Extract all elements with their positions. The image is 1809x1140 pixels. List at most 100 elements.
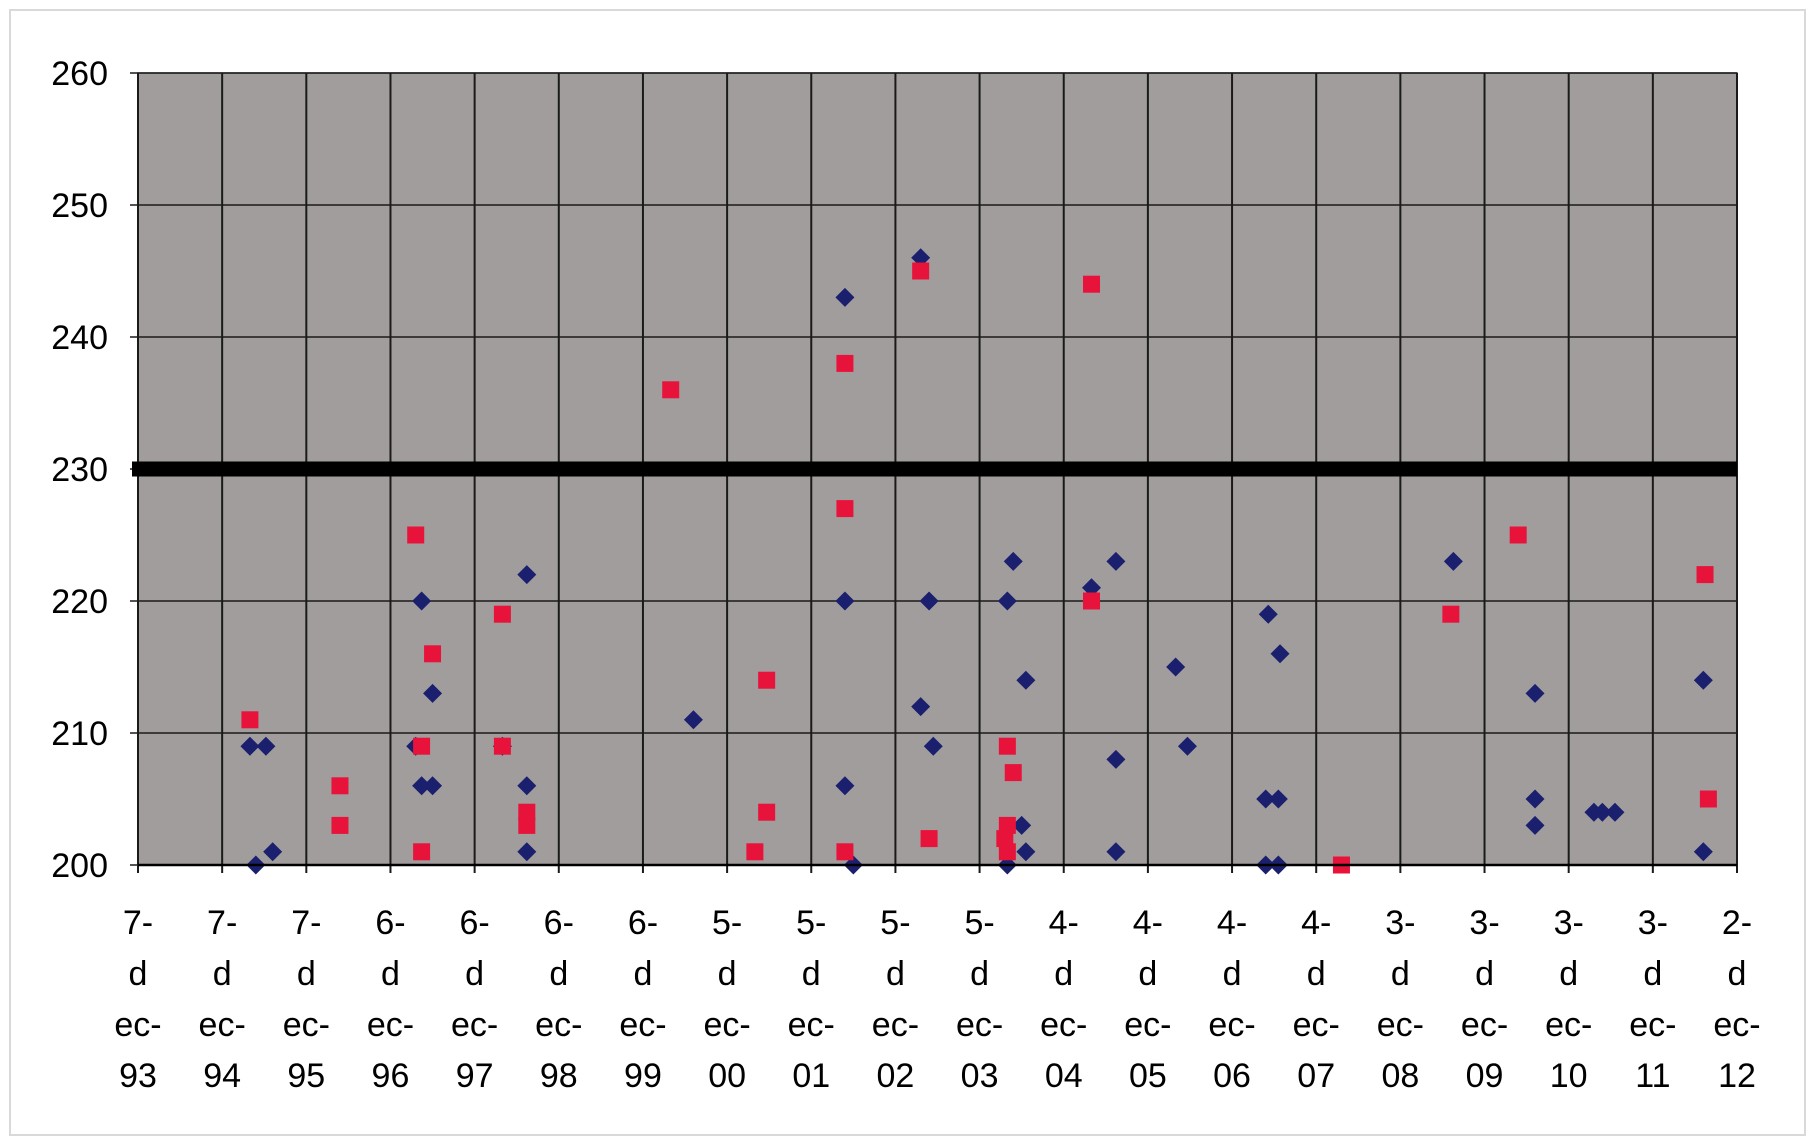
- diamond-point: [997, 591, 1017, 611]
- diamond-point: [1525, 815, 1545, 835]
- x-tick-label: 5- d ec- 00: [703, 904, 750, 1095]
- x-tick-label-line: 93: [119, 1057, 157, 1095]
- square-point: [1696, 566, 1714, 584]
- square-point: [912, 262, 930, 280]
- square-point: [996, 830, 1014, 848]
- diamond-point: [1693, 842, 1713, 862]
- square-point: [1442, 605, 1460, 623]
- x-tick-label-line: 4-: [1301, 904, 1331, 942]
- data-points: [240, 248, 1717, 875]
- x-tick-label-line: 03: [961, 1057, 999, 1095]
- square-point: [998, 737, 1016, 755]
- x-tick-label: 5- d ec- 01: [788, 904, 835, 1095]
- square-point: [1004, 764, 1022, 782]
- x-tick-label-line: ec-: [872, 1006, 919, 1044]
- x-tick-label: 4- d ec- 04: [1040, 904, 1087, 1095]
- y-tick-label: 230: [51, 451, 108, 489]
- x-tick-label: 6- d ec- 96: [367, 904, 414, 1095]
- square-point: [241, 711, 259, 729]
- x-tick-label-line: 04: [1045, 1057, 1083, 1095]
- y-tick-label: 210: [51, 715, 108, 753]
- diamond-point: [240, 736, 260, 756]
- x-tick-label-line: 06: [1213, 1057, 1251, 1095]
- diamond-point: [1106, 551, 1126, 571]
- diamond-point: [1016, 670, 1036, 690]
- x-tick-label-line: 95: [287, 1057, 325, 1095]
- x-tick-label-line: 08: [1381, 1057, 1419, 1095]
- square-point: [1509, 526, 1527, 544]
- diamond-point: [1525, 789, 1545, 809]
- square-point: [836, 843, 854, 861]
- x-tick-label: 3- d ec- 08: [1377, 904, 1424, 1095]
- square-point: [518, 816, 536, 834]
- x-tick-label-line: d: [1223, 955, 1242, 993]
- x-tick-label: 4- d ec- 05: [1124, 904, 1171, 1095]
- square-point: [1083, 592, 1101, 610]
- x-tick-label-line: ec-: [1124, 1006, 1171, 1044]
- diamond-point: [1012, 815, 1032, 835]
- x-tick-label-line: 4-: [1049, 904, 1079, 942]
- square-point: [998, 843, 1016, 861]
- x-tick-label-line: 98: [540, 1057, 578, 1095]
- x-tick-label-line: 99: [624, 1057, 662, 1095]
- x-tick-label: 7- d ec- 95: [283, 904, 330, 1095]
- diamond-point: [517, 565, 537, 585]
- x-tick-label-line: ec-: [367, 1006, 414, 1044]
- square-point: [758, 803, 776, 821]
- square-point: [746, 843, 764, 861]
- square-point: [331, 816, 349, 834]
- x-tick-label-line: 07: [1297, 1057, 1335, 1095]
- diamond-point: [1258, 604, 1278, 624]
- square-point: [1699, 790, 1717, 808]
- x-tick-label-line: 6-: [460, 904, 490, 942]
- x-tick-label-line: ec-: [1629, 1006, 1676, 1044]
- x-tick-label-line: ec-: [788, 1006, 835, 1044]
- square-point: [836, 354, 854, 372]
- diamond-point: [517, 776, 537, 796]
- diamond-point: [1016, 842, 1036, 862]
- diamond-point: [423, 683, 443, 703]
- square-point: [998, 816, 1016, 834]
- x-tick-label-line: 2-: [1722, 904, 1752, 942]
- x-tick-label-line: d: [1475, 955, 1494, 993]
- diamond-point: [1443, 551, 1463, 571]
- square-point: [836, 500, 854, 518]
- x-tick-label-line: 3-: [1554, 904, 1584, 942]
- x-tick-label-line: 6-: [375, 904, 405, 942]
- x-tick-label-line: ec-: [1545, 1006, 1592, 1044]
- x-tick-label-line: ec-: [1461, 1006, 1508, 1044]
- x-tick-label: 4- d ec- 06: [1208, 904, 1255, 1095]
- y-axis-tick-labels: 200 210 220 230 240 250 260: [51, 55, 108, 885]
- y-tick-label: 240: [51, 319, 108, 357]
- x-tick-label-line: 3-: [1385, 904, 1415, 942]
- diamond-point: [412, 591, 432, 611]
- x-tick-label-line: ec-: [451, 1006, 498, 1044]
- diamond-point: [919, 591, 939, 611]
- x-tick-label-line: d: [381, 955, 400, 993]
- diamond-point: [412, 776, 432, 796]
- x-tick-label: 2- d ec- 12: [1713, 904, 1760, 1095]
- x-tick-label-line: 7-: [207, 904, 237, 942]
- diamond-point: [1592, 802, 1612, 822]
- x-tick-label-line: 01: [792, 1057, 830, 1095]
- x-tick-label-line: ec-: [956, 1006, 1003, 1044]
- x-tick-label: 3- d ec- 09: [1461, 904, 1508, 1095]
- x-tick-label-line: 96: [372, 1057, 410, 1095]
- x-tick-label-line: d: [1307, 955, 1326, 993]
- diamond-point: [1166, 657, 1186, 677]
- diamond-point: [835, 287, 855, 307]
- diamond-point: [1693, 670, 1713, 690]
- y-tick-label: 220: [51, 583, 108, 621]
- diamond-point: [1177, 736, 1197, 756]
- square-point: [331, 777, 349, 795]
- x-tick-label-line: 02: [877, 1057, 915, 1095]
- x-tick-label-line: d: [1138, 955, 1157, 993]
- x-tick-label-line: 6-: [628, 904, 658, 942]
- diamond-point: [683, 710, 703, 730]
- y-tick-label: 200: [51, 847, 108, 885]
- diamond-point: [835, 591, 855, 611]
- x-tick-label-line: d: [802, 955, 821, 993]
- diamond-point: [1003, 551, 1023, 571]
- x-tick-label-line: 11: [1635, 1057, 1670, 1095]
